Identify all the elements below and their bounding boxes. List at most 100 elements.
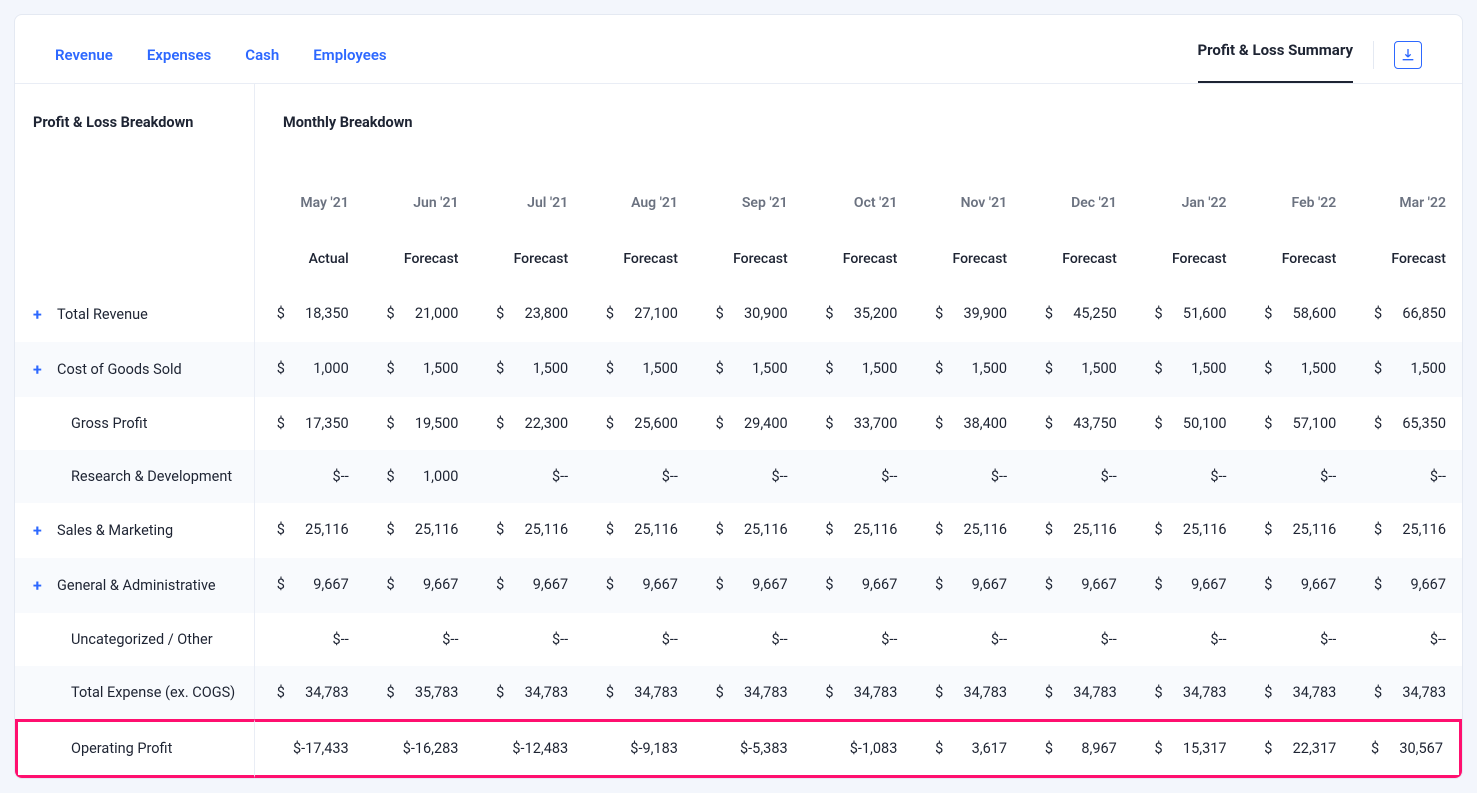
value-cell: $34,783 (1352, 666, 1462, 719)
value-cell: $-- (694, 450, 804, 503)
value-cell: $1,500 (1352, 342, 1462, 397)
value-cell: $34,783 (584, 666, 694, 719)
type-header: Forecast (365, 231, 475, 287)
value-cell: $9,667 (913, 558, 1023, 613)
expand-icon[interactable]: + (33, 360, 45, 379)
value-cell: $34,783 (474, 666, 584, 719)
tab-pl-summary[interactable]: Profit & Loss Summary (1198, 41, 1354, 83)
row-label-cell: Research & Development (15, 450, 255, 503)
value-cell: $-- (694, 613, 804, 666)
month-header: Aug '21 (584, 175, 694, 231)
tabs-left: Revenue Expenses Cash Employees (55, 46, 387, 64)
value-cell: $-- (255, 613, 365, 666)
month-header: Feb '22 (1243, 175, 1353, 231)
value-cell: $-5,383 (694, 719, 804, 778)
download-button[interactable] (1394, 41, 1422, 69)
row-label-cell: + Total Revenue (15, 287, 255, 342)
value-cell: $51,600 (1133, 287, 1243, 342)
row-label: Cost of Goods Sold (57, 361, 182, 378)
value-cell: $66,850 (1352, 287, 1462, 342)
type-header: Forecast (1133, 231, 1243, 287)
value-cell: $25,116 (804, 503, 914, 558)
tab-cash[interactable]: Cash (245, 46, 279, 64)
month-header: Sep '21 (694, 175, 804, 231)
left-section-header: Profit & Loss Breakdown (15, 84, 255, 175)
expand-icon[interactable]: + (33, 305, 45, 324)
value-cell: $9,667 (1243, 558, 1353, 613)
row-label: General & Administrative (57, 577, 216, 594)
row-label-cell: + General & Administrative (15, 558, 255, 613)
value-cell: $25,116 (474, 503, 584, 558)
value-cell: $-- (584, 613, 694, 666)
value-cell: $34,783 (694, 666, 804, 719)
value-cell: $-17,433 (255, 719, 365, 778)
value-cell: $9,667 (474, 558, 584, 613)
month-header: Jun '21 (365, 175, 475, 231)
type-header: Forecast (584, 231, 694, 287)
value-cell: $-1,083 (804, 719, 914, 778)
value-cell: $58,600 (1243, 287, 1353, 342)
value-cell: $-- (1133, 613, 1243, 666)
value-cell: $1,500 (1023, 342, 1133, 397)
value-cell: $1,500 (913, 342, 1023, 397)
value-cell: $30,900 (694, 287, 804, 342)
row-label-cell: Total Expense (ex. COGS) (15, 666, 255, 719)
month-header: Dec '21 (1023, 175, 1133, 231)
value-cell: $23,800 (474, 287, 584, 342)
value-cell: $-- (1243, 613, 1353, 666)
value-cell: $-- (1023, 450, 1133, 503)
value-cell: $8,967 (1023, 719, 1133, 778)
row-label-cell: Gross Profit (15, 397, 255, 450)
type-header: Forecast (1352, 231, 1462, 287)
type-header: Forecast (804, 231, 914, 287)
value-cell: $1,500 (365, 342, 475, 397)
tab-expenses[interactable]: Expenses (147, 46, 211, 64)
value-cell: $-- (913, 450, 1023, 503)
months-row-label (15, 175, 255, 231)
value-cell: $9,667 (804, 558, 914, 613)
value-cell: $9,667 (1352, 558, 1462, 613)
value-cell: $-- (804, 613, 914, 666)
value-cell: $43,750 (1023, 397, 1133, 450)
expand-icon[interactable]: + (33, 576, 45, 595)
value-cell: $-16,283 (365, 719, 475, 778)
pl-card: Revenue Expenses Cash Employees Profit & Lo… (14, 14, 1463, 779)
value-cell: $34,783 (1243, 666, 1353, 719)
type-header: Forecast (913, 231, 1023, 287)
value-cell: $25,116 (1023, 503, 1133, 558)
value-cell: $22,300 (474, 397, 584, 450)
value-cell: $-9,183 (584, 719, 694, 778)
row-label: Total Expense (ex. COGS) (71, 684, 235, 701)
value-cell: $39,900 (913, 287, 1023, 342)
value-cell: $-12,483 (474, 719, 584, 778)
tab-employees[interactable]: Employees (313, 46, 386, 64)
row-label: Total Revenue (57, 306, 148, 323)
value-cell: $25,116 (1352, 503, 1462, 558)
expand-icon[interactable]: + (33, 521, 45, 540)
month-header: Jan '22 (1133, 175, 1243, 231)
type-header: Forecast (694, 231, 804, 287)
value-cell: $25,116 (694, 503, 804, 558)
topbar: Revenue Expenses Cash Employees Profit & Lo… (15, 15, 1462, 84)
tab-revenue[interactable]: Revenue (55, 46, 113, 64)
month-header: Oct '21 (804, 175, 914, 231)
value-cell: $34,783 (913, 666, 1023, 719)
row-label: Operating Profit (71, 740, 172, 757)
value-cell: $-- (804, 450, 914, 503)
value-cell: $-- (365, 613, 475, 666)
value-cell: $50,100 (1133, 397, 1243, 450)
divider (1373, 41, 1374, 69)
value-cell: $-- (913, 613, 1023, 666)
value-cell: $-- (474, 450, 584, 503)
value-cell: $-- (1133, 450, 1243, 503)
month-header: May '21 (255, 175, 365, 231)
value-cell: $29,400 (694, 397, 804, 450)
type-header: Forecast (1023, 231, 1133, 287)
value-cell: $1,500 (694, 342, 804, 397)
download-icon (1400, 47, 1416, 63)
value-cell: $9,667 (365, 558, 475, 613)
value-cell: $-- (1352, 450, 1462, 503)
value-cell: $34,783 (1133, 666, 1243, 719)
value-cell: $1,500 (1133, 342, 1243, 397)
value-cell: $3,617 (913, 719, 1023, 778)
